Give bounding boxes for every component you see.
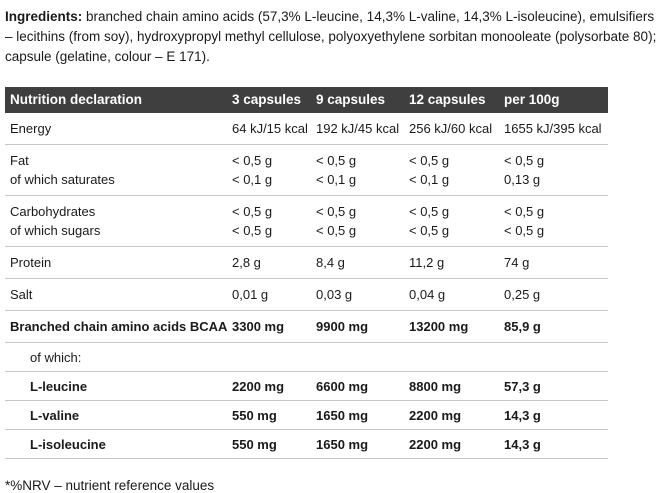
value-12-capsules: 2200 mg (409, 400, 504, 430)
value-per-100g: 14,3 g (504, 400, 608, 430)
header-nutrition-declaration: Nutrition declaration (5, 87, 232, 113)
value-9-capsules: < 0,5 g (316, 153, 357, 168)
value-3-capsules: < 0,5 g (232, 204, 273, 219)
value-9-capsules: 8,4 g (316, 246, 409, 279)
row-l-valine: L-valine 550 mg 1650 mg 2200 mg 14,3 g (5, 400, 608, 430)
value-12-capsules: 11,2 g (409, 246, 504, 279)
value-per-100g: 0,13 g (504, 170, 608, 196)
value-3-capsules: < 0,1 g (232, 170, 316, 196)
value-12-capsules: < 0,5 g (409, 204, 450, 219)
nutrition-table-header: Nutrition declaration 3 capsules 9 capsu… (5, 87, 608, 113)
value-per-100g: 57,3 g (504, 371, 608, 401)
value-per-100g: 1655 kJ/395 kcal (504, 113, 608, 145)
value-9-capsules: 9900 mg (316, 310, 409, 343)
row-label: Salt (5, 278, 232, 311)
value-per-100g: < 0,5 g (504, 221, 608, 247)
value-12-capsules: 2200 mg (409, 429, 504, 459)
value-9-capsules: < 0,5 g (316, 204, 357, 219)
value-3-capsules: 3300 mg (232, 310, 316, 343)
nutrition-table-body: Energy 64 kJ/15 kcal 192 kJ/45 kcal 256 … (5, 113, 608, 459)
value-3-capsules: < 0,5 g (232, 153, 273, 168)
row-label: L-valine (5, 400, 232, 430)
value-12-capsules: 8800 mg (409, 371, 504, 401)
value-3-capsules: 64 kJ/15 kcal (232, 113, 316, 145)
row-of-which-sugars: of which sugars < 0,5 g < 0,5 g < 0,5 g … (5, 221, 608, 247)
value-9-capsules (316, 342, 409, 372)
header-9-capsules: 9 capsules (316, 87, 409, 113)
value-per-100g: 0,25 g (504, 278, 608, 311)
header-row: Nutrition declaration 3 capsules 9 capsu… (5, 87, 608, 113)
value-per-100g: < 0,5 g (504, 153, 545, 168)
row-label: L-isoleucine (5, 429, 232, 459)
header-3-capsules: 3 capsules (232, 87, 316, 113)
row-energy: Energy 64 kJ/15 kcal 192 kJ/45 kcal 256 … (5, 113, 608, 145)
ingredients-text: branched chain amino acids (57,3% L-leuc… (5, 9, 657, 64)
value-per-100g (504, 342, 608, 372)
value-3-capsules (232, 342, 316, 372)
row-of-which: of which: (5, 342, 608, 372)
value-per-100g: 85,9 g (504, 310, 608, 343)
value-3-capsules: 550 mg (232, 429, 316, 459)
value-12-capsules: < 0,5 g (409, 221, 504, 247)
value-12-capsules: < 0,5 g (409, 153, 450, 168)
value-per-100g: 14,3 g (504, 429, 608, 459)
value-9-capsules: 1650 mg (316, 400, 409, 430)
row-l-isoleucine: L-isoleucine 550 mg 1650 mg 2200 mg 14,3… (5, 429, 608, 459)
value-3-capsules: 0,01 g (232, 278, 316, 311)
value-9-capsules: < 0,5 g (316, 221, 409, 247)
ingredients-paragraph: Ingredients: branched chain amino acids … (5, 7, 661, 67)
row-label: Carbohydrates (10, 204, 96, 219)
row-label: of which saturates (5, 170, 232, 196)
nrv-footnote: *%NRV – nutrient reference values (5, 478, 215, 493)
nutrition-table: Nutrition declaration 3 capsules 9 capsu… (5, 87, 608, 459)
row-label: of which: (5, 342, 232, 372)
value-9-capsules: 6600 mg (316, 371, 409, 401)
value-12-capsules (409, 342, 504, 372)
value-9-capsules: 0,03 g (316, 278, 409, 311)
value-3-capsules: 2200 mg (232, 371, 316, 401)
row-fat: Fat < 0,5 g < 0,5 g < 0,5 g < 0,5 g (5, 145, 608, 171)
row-label: of which sugars (5, 221, 232, 247)
value-9-capsules: < 0,1 g (316, 170, 409, 196)
header-12-capsules: 12 capsules (409, 87, 504, 113)
value-3-capsules: 550 mg (232, 400, 316, 430)
row-label: L-leucine (5, 371, 232, 401)
value-3-capsules: 2,8 g (232, 246, 316, 279)
row-label: Branched chain amino acids BCAA (5, 310, 232, 343)
value-12-capsules: 256 kJ/60 kcal (409, 113, 504, 145)
header-per-100g: per 100g (504, 87, 608, 113)
row-salt: Salt 0,01 g 0,03 g 0,04 g 0,25 g (5, 278, 608, 311)
value-3-capsules: < 0,5 g (232, 221, 316, 247)
row-label: Protein (5, 246, 232, 279)
row-protein: Protein 2,8 g 8,4 g 11,2 g 74 g (5, 246, 608, 279)
value-12-capsules: 13200 mg (409, 310, 504, 343)
value-12-capsules: 0,04 g (409, 278, 504, 311)
row-of-which-saturates: of which saturates < 0,1 g < 0,1 g < 0,1… (5, 170, 608, 196)
ingredients-label: Ingredients: (5, 9, 83, 24)
value-9-capsules: 1650 mg (316, 429, 409, 459)
row-carbohydrates: Carbohydrates < 0,5 g < 0,5 g < 0,5 g < … (5, 196, 608, 222)
value-per-100g: 74 g (504, 246, 608, 279)
row-bcaa: Branched chain amino acids BCAA 3300 mg … (5, 310, 608, 343)
value-9-capsules: 192 kJ/45 kcal (316, 113, 409, 145)
row-label: Fat (10, 153, 29, 168)
value-12-capsules: < 0,1 g (409, 170, 504, 196)
value-per-100g: < 0,5 g (504, 204, 545, 219)
row-label: Energy (5, 113, 232, 145)
row-l-leucine: L-leucine 2200 mg 6600 mg 8800 mg 57,3 g (5, 371, 608, 401)
